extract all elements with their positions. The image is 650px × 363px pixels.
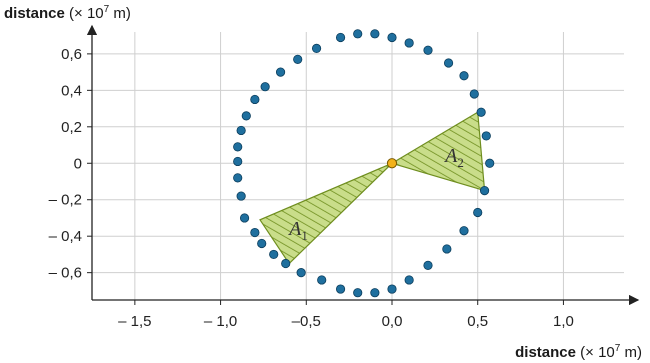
orbit-point xyxy=(269,249,279,260)
y-axis-title: distance (× 107 m) xyxy=(4,4,131,22)
swept-area-1 xyxy=(259,162,393,265)
x-axis-label-prefix: (× 10 xyxy=(575,344,615,361)
x-tick-label: 0,5 xyxy=(467,313,488,330)
orbit-point xyxy=(479,186,490,196)
orbit-point xyxy=(257,238,267,249)
x-axis-label-suffix: m) xyxy=(620,344,642,361)
x-axis-label-main: distance xyxy=(515,344,576,361)
axes xyxy=(86,24,640,306)
x-tick-label: – 1,0 xyxy=(204,313,237,330)
orbit-points xyxy=(233,29,495,298)
orbit-point xyxy=(311,43,322,54)
x-tick-label: 0,0 xyxy=(382,313,403,330)
orbit-point xyxy=(250,227,260,238)
x-axis-label-exp: 7 xyxy=(614,343,621,354)
orbit-point xyxy=(233,142,243,152)
y-tick-label: 0,6 xyxy=(61,46,82,63)
orbit-point xyxy=(236,125,246,136)
orbit-point xyxy=(404,38,414,48)
orbit-point xyxy=(459,226,469,236)
tick-labels: – 1,5 – 1,0 –0,5 0,0 0,5 1,0 – 0,6 – 0,4 – 0,2 0 0… xyxy=(49,46,574,330)
orbit-point xyxy=(387,284,397,294)
orbit-point xyxy=(459,71,469,81)
orbit-point xyxy=(423,260,433,270)
orbit-point xyxy=(233,156,243,167)
y-tick-label: 0,2 xyxy=(61,119,82,136)
y-axis-label-main: distance xyxy=(4,5,65,22)
orbit-point xyxy=(353,29,363,39)
x-axis-title: distance (× 107 m) xyxy=(515,343,642,361)
orbit-point xyxy=(485,158,495,168)
orbit-point xyxy=(481,131,491,141)
orbit-point xyxy=(293,54,303,64)
x-tick-label: – 1,5 xyxy=(118,313,151,330)
orbit-point xyxy=(335,32,346,43)
y-tick-label: – 0,4 xyxy=(49,228,82,245)
orbit-point xyxy=(473,207,483,218)
orbit-point xyxy=(353,288,363,298)
x-tick-label: 1,0 xyxy=(553,313,574,330)
y-axis-label-suffix: m) xyxy=(109,5,131,22)
y-tick-label: – 0,2 xyxy=(49,192,82,209)
y-tick-label: – 0,6 xyxy=(49,265,82,282)
orbit-point xyxy=(335,284,346,294)
y-tick-label: 0 xyxy=(74,155,82,172)
orbit-point xyxy=(443,58,454,68)
orbit-point xyxy=(236,191,246,201)
orbit-point xyxy=(281,258,291,269)
focus-point xyxy=(386,158,398,169)
orbit-point xyxy=(250,94,260,105)
orbit-point xyxy=(296,268,306,278)
y-axis-label-prefix: (× 10 xyxy=(64,5,104,22)
x-tick-label: –0,5 xyxy=(292,313,321,330)
orbit-point xyxy=(370,288,380,298)
orbit-point xyxy=(239,213,250,223)
swept-areas: A1 A2 xyxy=(259,111,486,265)
orbit-point xyxy=(275,67,286,77)
orbit-point xyxy=(241,111,251,121)
orbit-point xyxy=(476,107,486,117)
orbit-point xyxy=(317,275,327,285)
area-label-2: A2 xyxy=(443,145,464,170)
grid xyxy=(92,32,624,300)
orbit-point xyxy=(404,275,414,285)
orbit-point xyxy=(469,89,479,99)
orbit-point xyxy=(442,244,452,254)
y-axis-label-exp: 7 xyxy=(103,4,110,15)
orbit-point xyxy=(387,32,397,43)
orbit-point xyxy=(370,29,380,39)
swept-area-2 xyxy=(390,111,486,192)
y-tick-label: 0,4 xyxy=(61,82,82,99)
orbit-point xyxy=(260,82,270,92)
orbit-point xyxy=(423,45,433,55)
area-label-1: A1 xyxy=(287,218,308,243)
orbit-point xyxy=(233,173,243,183)
